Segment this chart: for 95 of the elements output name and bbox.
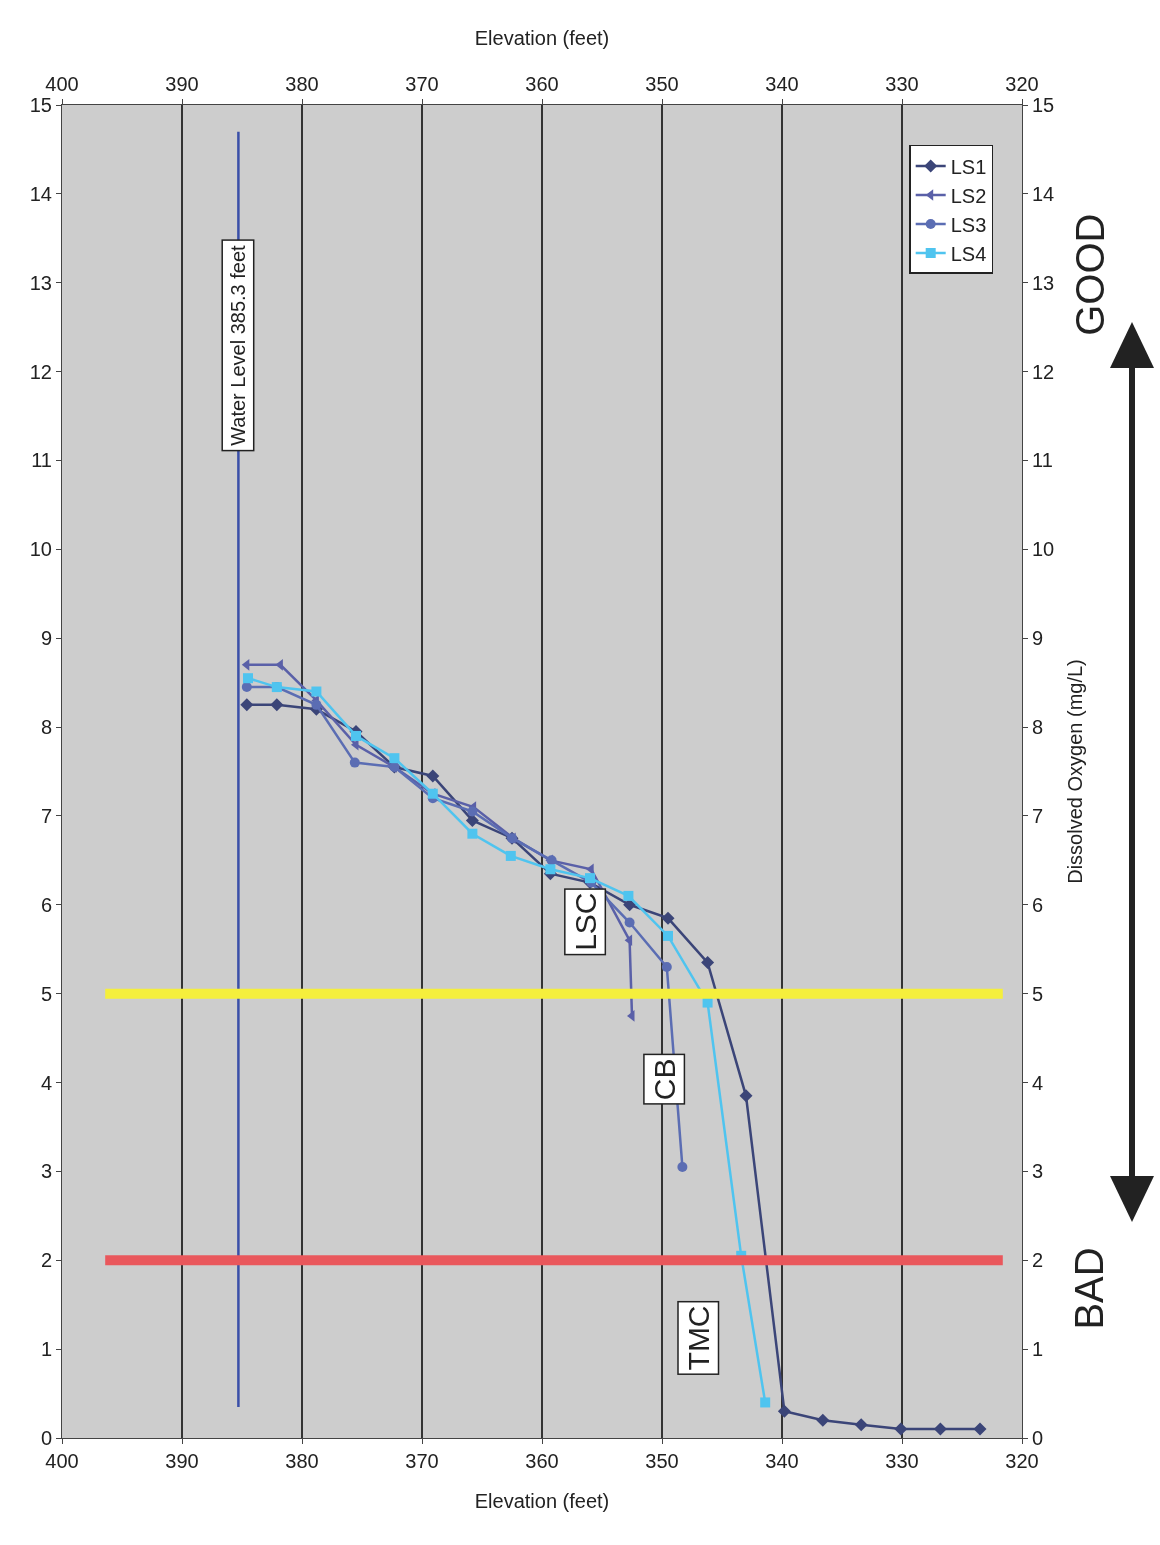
y-tick-label: 6 bbox=[40, 893, 52, 916]
x2-axis-title: Elevation (feet) bbox=[474, 27, 610, 49]
x2-tick-label: 400 bbox=[45, 1450, 79, 1472]
point bbox=[243, 673, 253, 684]
point bbox=[389, 753, 400, 764]
point bbox=[241, 682, 252, 693]
y2-tick-label: 5 bbox=[1032, 982, 1044, 1005]
point bbox=[241, 659, 250, 671]
x-tick-label: 320 bbox=[1005, 73, 1039, 95]
y2-tick-label: 3 bbox=[1032, 1160, 1044, 1183]
point bbox=[311, 686, 322, 697]
y2-tick-label: 0 bbox=[1032, 1427, 1044, 1449]
point bbox=[661, 911, 675, 925]
point bbox=[505, 850, 516, 861]
y-tick-label: 10 bbox=[29, 538, 52, 561]
y-tick-label: 1 bbox=[40, 1338, 52, 1361]
y2-tick-label: 11 bbox=[1032, 449, 1053, 472]
point bbox=[467, 828, 478, 839]
point bbox=[677, 1161, 688, 1172]
y2-tick-label: 8 bbox=[1032, 716, 1044, 739]
point bbox=[854, 1418, 868, 1432]
point bbox=[816, 1413, 830, 1427]
y-tick-label: 12 bbox=[29, 360, 52, 383]
y-tick-label: 11 bbox=[31, 449, 52, 472]
y2-tick-label: 2 bbox=[1032, 1249, 1044, 1272]
point bbox=[240, 698, 254, 712]
point bbox=[467, 806, 478, 817]
y2-tick-label: 6 bbox=[1032, 893, 1044, 916]
annotation: LSC bbox=[568, 892, 602, 951]
ref-line-label: Water Level 385.3 feet bbox=[226, 244, 249, 446]
legend-label: LS3 bbox=[950, 213, 987, 236]
point bbox=[585, 873, 595, 884]
x-tick-label: 360 bbox=[525, 73, 559, 95]
x-tick-label: 340 bbox=[765, 73, 799, 95]
y2-tick-label: 12 bbox=[1032, 360, 1055, 383]
x-tick-label: 350 bbox=[645, 73, 679, 95]
legend-label: LS4 bbox=[950, 242, 987, 265]
point bbox=[351, 730, 361, 741]
point bbox=[624, 917, 635, 928]
point bbox=[545, 864, 556, 875]
y-tick-label: 8 bbox=[40, 716, 52, 739]
y-tick-label: 4 bbox=[40, 1071, 52, 1094]
y-tick-label: 2 bbox=[40, 1249, 52, 1272]
x2-tick-label: 340 bbox=[765, 1450, 799, 1472]
point bbox=[973, 1422, 987, 1436]
annotation: TMC bbox=[681, 1305, 715, 1371]
y-tick-label: 14 bbox=[29, 182, 52, 205]
y2-tick-label: 4 bbox=[1032, 1071, 1044, 1094]
y2-tick-label: 14 bbox=[1032, 182, 1055, 205]
text: BAD bbox=[1066, 1247, 1111, 1330]
x2-tick-label: 370 bbox=[405, 1450, 439, 1472]
y-tick-label: 7 bbox=[40, 804, 52, 827]
y-tick-label: 13 bbox=[29, 271, 52, 294]
x-axis-title: Elevation (feet) bbox=[474, 1490, 610, 1512]
x-tick-label: 370 bbox=[405, 73, 439, 95]
y2-tick-label: 15 bbox=[1032, 94, 1055, 116]
y2-tick-label: 10 bbox=[1032, 538, 1055, 561]
point bbox=[623, 890, 634, 901]
point bbox=[311, 699, 322, 710]
x-tick-label: 380 bbox=[285, 73, 319, 95]
legend-label: LS1 bbox=[950, 155, 987, 178]
point bbox=[661, 962, 672, 973]
point bbox=[663, 930, 673, 941]
y-tick-label: 15 bbox=[29, 94, 52, 116]
text: GOOD bbox=[1067, 213, 1112, 336]
point bbox=[894, 1422, 908, 1436]
point bbox=[739, 1089, 753, 1103]
x2-tick-label: 360 bbox=[525, 1450, 559, 1472]
point bbox=[933, 1422, 947, 1436]
annotation: CB bbox=[647, 1058, 681, 1101]
y-tick-label: 0 bbox=[40, 1427, 52, 1449]
y-tick-label: 9 bbox=[40, 627, 52, 650]
y2-axis-title: Dissolved Oxygen (mg/L) bbox=[1064, 659, 1086, 884]
y2-tick-label: 1 bbox=[1032, 1338, 1044, 1361]
point bbox=[270, 698, 284, 712]
y2-tick-label: 13 bbox=[1032, 271, 1055, 294]
x-tick-label: 390 bbox=[165, 73, 199, 95]
x2-tick-label: 390 bbox=[165, 1450, 199, 1472]
x2-tick-label: 380 bbox=[285, 1450, 319, 1472]
x2-tick-label: 330 bbox=[885, 1450, 919, 1472]
point bbox=[426, 769, 440, 783]
point bbox=[701, 956, 715, 970]
x-tick-label: 330 bbox=[885, 73, 919, 95]
point bbox=[760, 1397, 771, 1408]
point bbox=[349, 757, 360, 768]
x-tick-label: 400 bbox=[45, 73, 79, 95]
y-tick-label: 3 bbox=[40, 1160, 52, 1183]
x2-tick-label: 320 bbox=[1005, 1450, 1039, 1472]
point bbox=[777, 1404, 791, 1418]
legend-label: LS2 bbox=[950, 184, 987, 207]
y-tick-label: 5 bbox=[40, 982, 52, 1005]
point bbox=[702, 997, 713, 1008]
y2-tick-label: 7 bbox=[1032, 804, 1044, 827]
y2-tick-label: 9 bbox=[1032, 627, 1044, 650]
x2-tick-label: 350 bbox=[645, 1450, 679, 1472]
